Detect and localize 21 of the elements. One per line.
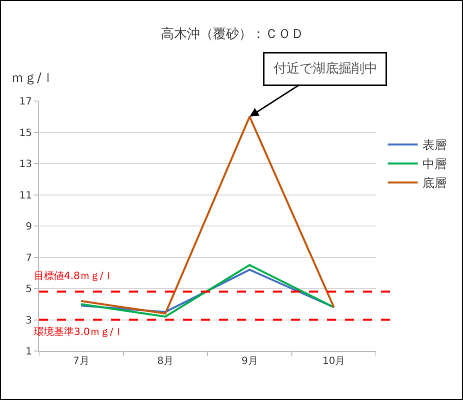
y-tick-label: 7	[26, 252, 32, 264]
x-tick-label: 10月	[322, 356, 346, 367]
y-tick-label: 15	[19, 128, 32, 139]
legend-label: 底層	[422, 176, 447, 190]
y-tick-label: 9	[26, 222, 32, 232]
y-axis-title: ｍｇ/ｌ	[11, 71, 54, 86]
annotation: 付近で湖底掘削中	[272, 62, 378, 76]
y-tick-label: 1	[26, 346, 32, 358]
y-tick-label: 3	[26, 315, 32, 326]
y-tick-label: 13	[19, 159, 32, 170]
chart-title: 高木沖（覆砂）：ＣＯＤ	[161, 26, 304, 42]
x-tick-label: 8月	[157, 356, 174, 367]
y-tick-label: 11	[19, 190, 32, 202]
ref-line-label: 目標値4.8ｍｇ/ｌ	[34, 270, 114, 282]
x-tick-label: 9月	[241, 356, 258, 367]
legend-label: 表層	[422, 138, 447, 152]
legend-label: 中層	[422, 157, 447, 172]
ref-line-label: 環境基準3.0ｍｇ/ｌ	[34, 326, 124, 338]
x-tick-label: 7月	[72, 356, 90, 367]
y-tick-label: 17	[19, 96, 32, 108]
y-tick-label: 5	[26, 284, 32, 295]
